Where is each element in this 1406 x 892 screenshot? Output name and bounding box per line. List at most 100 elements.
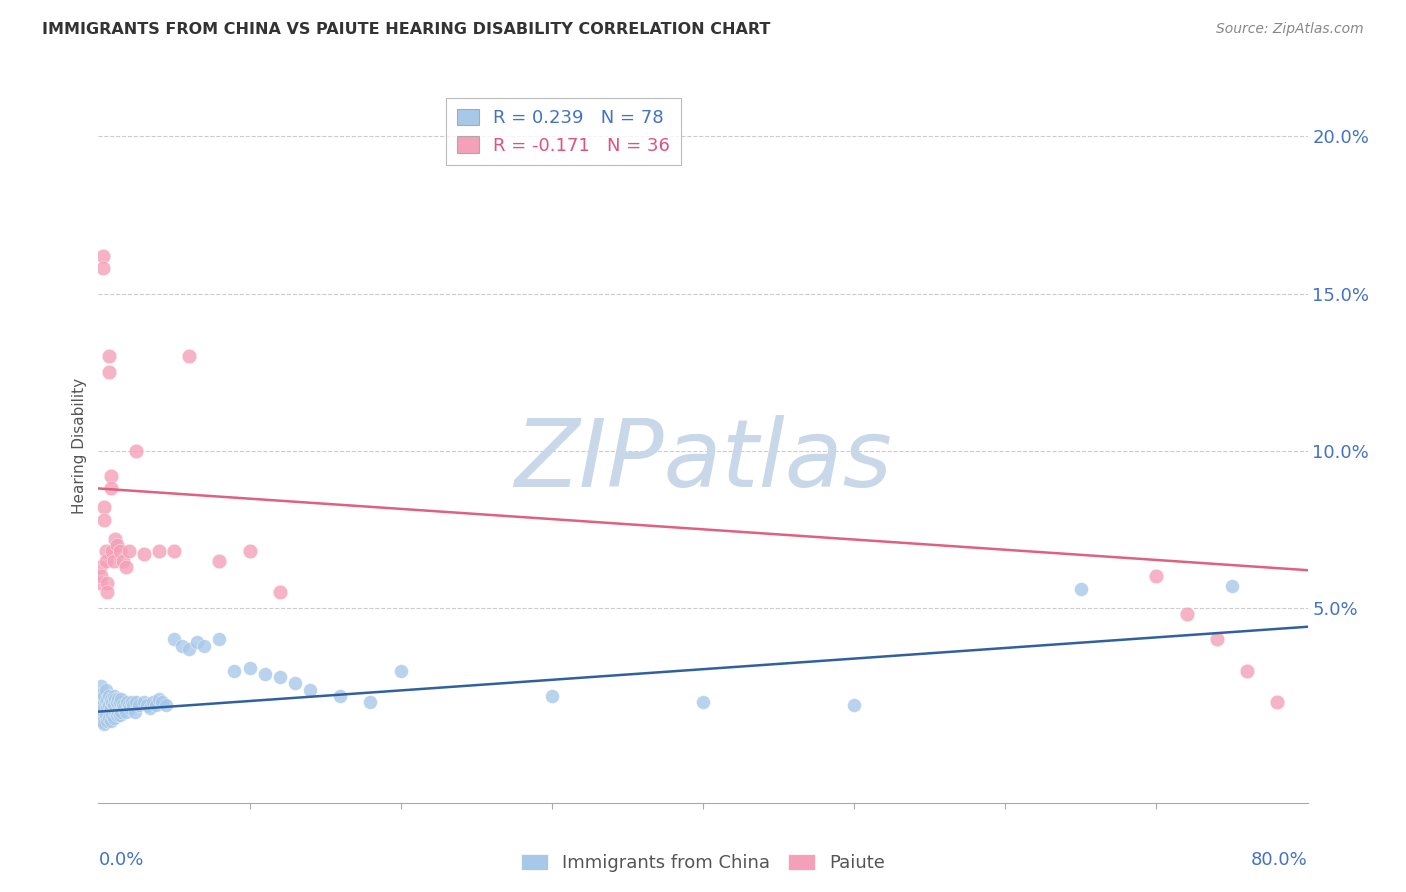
Point xyxy=(100,482,122,496)
Point xyxy=(118,544,141,558)
Point xyxy=(100,468,122,483)
Point xyxy=(118,698,141,713)
Point xyxy=(91,261,114,276)
Point xyxy=(101,695,124,709)
Point xyxy=(163,544,186,558)
Point xyxy=(96,585,118,599)
Point xyxy=(224,664,246,678)
Point xyxy=(98,365,121,379)
Point xyxy=(111,698,134,713)
Point xyxy=(125,443,148,458)
Point xyxy=(103,711,125,725)
Point xyxy=(93,717,115,731)
Point xyxy=(114,705,136,719)
Point xyxy=(208,632,231,647)
Point xyxy=(540,689,562,703)
Point xyxy=(104,705,127,719)
Point xyxy=(186,635,208,649)
Point xyxy=(107,692,129,706)
Point xyxy=(269,585,291,599)
Point xyxy=(111,554,134,568)
Point xyxy=(150,695,173,709)
Point xyxy=(96,714,118,728)
Point xyxy=(239,544,262,558)
Point xyxy=(148,692,170,706)
Legend: Immigrants from China, Paiute: Immigrants from China, Paiute xyxy=(513,847,893,880)
Point xyxy=(1144,569,1167,583)
Point xyxy=(103,689,125,703)
Point xyxy=(142,695,165,709)
Point xyxy=(101,544,124,558)
Point xyxy=(107,705,129,719)
Point xyxy=(91,698,114,713)
Point xyxy=(98,350,121,364)
Point xyxy=(122,698,145,713)
Point xyxy=(360,695,382,709)
Point xyxy=(1236,664,1258,678)
Point xyxy=(208,554,231,568)
Point xyxy=(1175,607,1198,622)
Text: IMMIGRANTS FROM CHINA VS PAIUTE HEARING DISABILITY CORRELATION CHART: IMMIGRANTS FROM CHINA VS PAIUTE HEARING … xyxy=(42,22,770,37)
Point xyxy=(121,695,143,709)
Point xyxy=(108,695,131,709)
Point xyxy=(94,695,117,709)
Point xyxy=(91,249,114,263)
Point xyxy=(96,575,118,590)
Text: ZIPatlas: ZIPatlas xyxy=(515,415,891,506)
Point xyxy=(100,701,122,715)
Point xyxy=(112,701,135,715)
Point xyxy=(1220,579,1243,593)
Point xyxy=(89,560,111,574)
Point xyxy=(329,689,352,703)
Point xyxy=(110,705,132,719)
Point xyxy=(108,544,131,558)
Point xyxy=(89,689,111,703)
Point xyxy=(90,569,112,583)
Point xyxy=(125,695,148,709)
Point xyxy=(114,560,136,574)
Point xyxy=(163,632,186,647)
Point xyxy=(299,682,322,697)
Point xyxy=(93,513,115,527)
Point xyxy=(100,714,122,728)
Point xyxy=(101,707,124,722)
Point xyxy=(128,698,150,713)
Point xyxy=(389,664,412,678)
Point xyxy=(94,544,117,558)
Point xyxy=(124,705,146,719)
Point xyxy=(96,692,118,706)
Point xyxy=(155,698,177,713)
Point xyxy=(105,538,128,552)
Point xyxy=(120,701,142,715)
Point xyxy=(139,701,162,715)
Point xyxy=(94,682,117,697)
Y-axis label: Hearing Disability: Hearing Disability xyxy=(72,378,87,514)
Point xyxy=(1267,695,1289,709)
Point xyxy=(104,532,127,546)
Point xyxy=(253,667,276,681)
Point xyxy=(93,500,115,515)
Point xyxy=(91,686,114,700)
Point xyxy=(98,711,121,725)
Point xyxy=(110,692,132,706)
Point xyxy=(132,695,155,709)
Point xyxy=(89,701,111,715)
Point xyxy=(93,701,115,715)
Point xyxy=(103,698,125,713)
Text: 80.0%: 80.0% xyxy=(1251,851,1308,870)
Point xyxy=(170,639,193,653)
Point xyxy=(98,698,121,713)
Point xyxy=(135,698,157,713)
Point xyxy=(94,554,117,568)
Point xyxy=(91,714,114,728)
Point xyxy=(89,575,111,590)
Point xyxy=(94,707,117,722)
Point xyxy=(692,695,714,709)
Point xyxy=(104,692,127,706)
Point xyxy=(91,705,114,719)
Point xyxy=(145,698,167,713)
Point xyxy=(179,350,201,364)
Point xyxy=(103,554,125,568)
Point xyxy=(844,698,866,713)
Point xyxy=(1206,632,1229,647)
